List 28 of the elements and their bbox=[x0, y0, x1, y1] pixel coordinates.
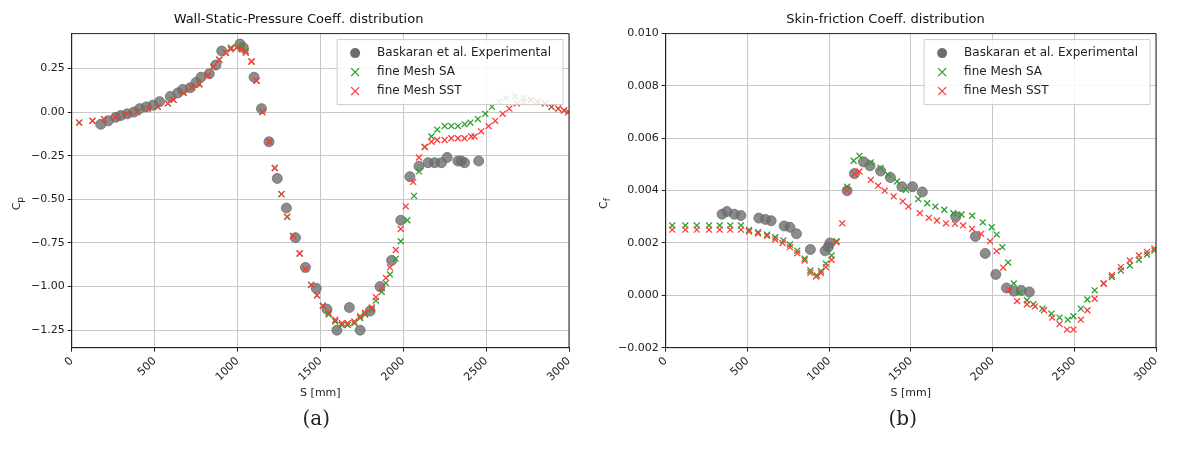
y-tick-label: 0.004 bbox=[626, 183, 659, 197]
y-tick-label: 0.00 bbox=[40, 104, 65, 118]
legend-label: fine Mesh SST bbox=[963, 83, 1049, 98]
text: (b) bbox=[887, 406, 918, 430]
x-tick-label: 0 bbox=[61, 354, 76, 369]
y-tick-label: 0.002 bbox=[626, 235, 659, 249]
y-tick-label: 0.008 bbox=[626, 78, 659, 92]
chart-title: Wall-Static-Pressure Coeff. distribution bbox=[173, 11, 424, 27]
x-axis-title: S [mm] bbox=[300, 386, 341, 400]
text: (a) bbox=[301, 406, 331, 430]
y-tick-label: 0.006 bbox=[626, 131, 659, 145]
legend-label: Baskaran et al. Experimental bbox=[963, 45, 1138, 60]
y-tick-label: 0.000 bbox=[626, 288, 659, 302]
y-tick-label: −0.75 bbox=[30, 235, 65, 249]
x-axis-title: S [mm] bbox=[890, 386, 931, 400]
legend-label: fine Mesh SA bbox=[963, 64, 1043, 79]
legend-label: fine Mesh SST bbox=[377, 83, 463, 98]
y-tick-label: −0.002 bbox=[617, 340, 659, 354]
chart-title: Skin-friction Coeff. distribution bbox=[785, 11, 985, 27]
y-tick-label: −0.50 bbox=[30, 192, 65, 206]
y-tick-label: 0.25 bbox=[40, 61, 65, 75]
y-tick-label: −1.25 bbox=[30, 323, 65, 337]
legend-label: fine Mesh SA bbox=[377, 64, 456, 79]
y-tick-label: 0.010 bbox=[626, 26, 659, 40]
y-tick-label: −0.25 bbox=[30, 148, 65, 162]
x-tick-label: 0 bbox=[655, 354, 670, 369]
legend-label: Baskaran et al. Experimental bbox=[377, 45, 552, 60]
y-tick-label: −1.00 bbox=[30, 279, 65, 293]
